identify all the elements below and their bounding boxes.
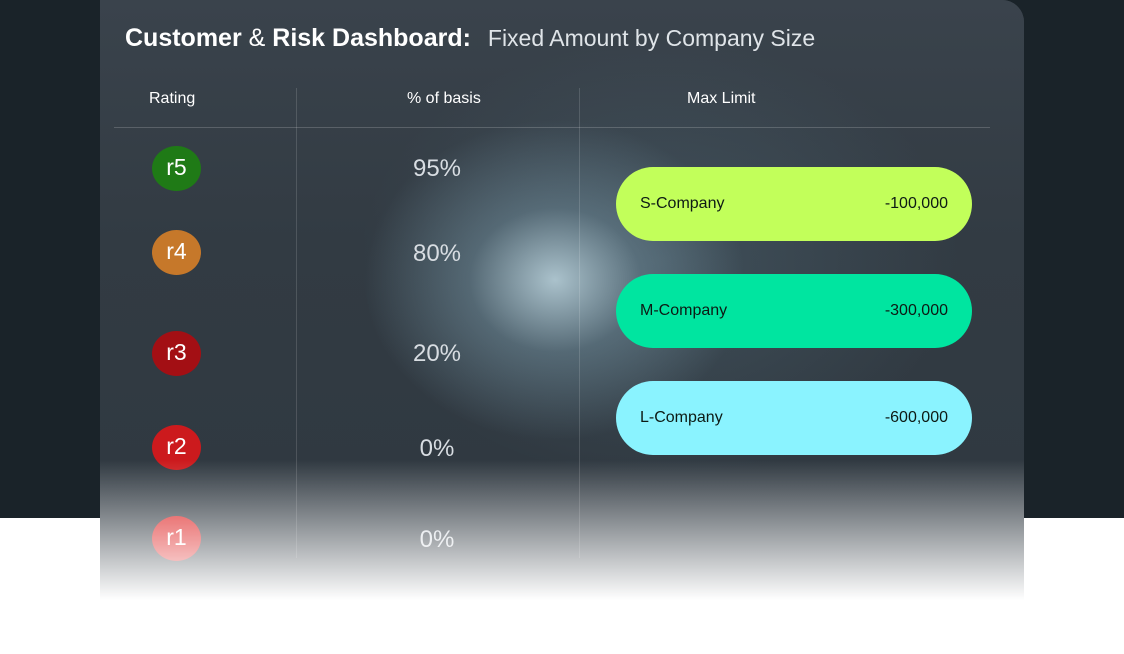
page-subtitle: Fixed Amount by Company Size xyxy=(487,25,816,51)
column-header-basis: % of basis xyxy=(407,90,481,107)
title-customer: Customer xyxy=(125,24,242,52)
limit-company-label: S-Company xyxy=(640,195,725,212)
rating-badge-r1: r1 xyxy=(152,516,201,561)
limit-amount: -600,000 xyxy=(884,409,948,426)
basis-percent-r4: 80% xyxy=(412,240,462,267)
basis-percent-r1: 0% xyxy=(419,526,455,553)
header-divider xyxy=(114,127,990,128)
basis-percent-r3: 20% xyxy=(412,340,462,367)
title-risk-dashboard: Risk Dashboard: xyxy=(272,24,471,52)
column-divider-1 xyxy=(296,88,297,558)
limit-company-label: M-Company xyxy=(640,302,728,319)
basis-percent-r5: 95% xyxy=(412,155,462,182)
column-header-limit: Max Limit xyxy=(687,90,756,107)
limit-amount: -300,000 xyxy=(884,302,948,319)
limit-pill-m-company[interactable]: M-Company -300,000 xyxy=(616,274,972,348)
basis-percent-r2: 0% xyxy=(419,435,455,462)
rating-badge-r4: r4 xyxy=(152,230,201,275)
column-header-rating: Rating xyxy=(149,90,196,107)
limit-pill-l-company[interactable]: L-Company -600,000 xyxy=(616,381,972,455)
dashboard-card: Customer & Risk Dashboard: Fixed Amount … xyxy=(100,0,1024,600)
rating-badge-r2: r2 xyxy=(152,425,201,470)
rating-badge-r5: r5 xyxy=(152,146,201,191)
title-ampersand: & xyxy=(241,24,273,52)
limit-amount: -100,000 xyxy=(884,195,948,212)
rating-badge-r3: r3 xyxy=(152,331,201,376)
column-divider-2 xyxy=(579,88,580,558)
limit-pill-s-company[interactable]: S-Company -100,000 xyxy=(616,167,972,241)
limit-company-label: L-Company xyxy=(640,409,723,426)
page-title: Customer & Risk Dashboard: Fixed Amount … xyxy=(125,24,815,53)
